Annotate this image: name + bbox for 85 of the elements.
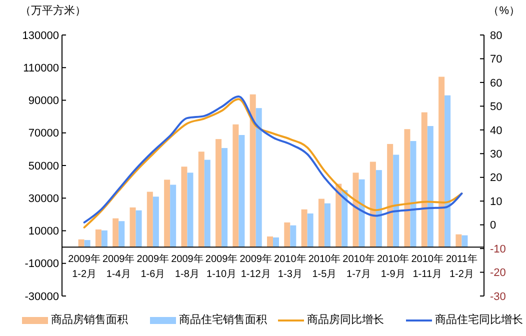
x-tick-label: 2009年 1-6月 (136, 253, 170, 280)
bar (387, 144, 394, 248)
y-axis-title: （万平方米） (20, 4, 86, 17)
bar (358, 179, 365, 248)
y-tick-label: 50000 (28, 160, 59, 172)
bar (118, 221, 125, 248)
y2-tick-label: 50 (490, 101, 502, 114)
y-tick-label: 30000 (28, 192, 59, 205)
bar (198, 152, 204, 248)
y-tick-label: 110000 (23, 62, 59, 74)
bar (170, 184, 176, 248)
x-tick-label: 2010年 1-7月 (342, 253, 375, 280)
y2-tick-label: 70 (490, 54, 502, 66)
bar (393, 154, 400, 248)
x-tick-label: 2009年 1-8月 (171, 253, 204, 280)
x-tick-label: 2009年 1-10月 (205, 253, 238, 280)
bar (404, 129, 410, 248)
y-tick-label: 70000 (28, 128, 59, 140)
bar (444, 95, 451, 248)
bar (232, 124, 239, 248)
bar (438, 76, 445, 248)
bar (462, 235, 468, 248)
bar (301, 209, 308, 248)
legend-label: 商品住宅同比增长 (435, 313, 523, 326)
bar (152, 196, 159, 248)
bar (456, 234, 462, 248)
x-tick-label: 2010年 1-9月 (376, 253, 410, 280)
y-tick-label: 10000 (28, 226, 59, 238)
bar (216, 139, 222, 248)
x-tick-label: 2010年 1-11月 (411, 253, 444, 280)
legend-label: 商品房同比增长 (307, 313, 384, 326)
bar (250, 94, 256, 248)
bar (130, 207, 136, 248)
bar (95, 229, 102, 248)
bar (238, 134, 245, 248)
bar (187, 172, 194, 248)
x-tick-label: 2010年 1-5月 (308, 253, 341, 280)
bar (307, 213, 314, 248)
y2-tick-label: -20 (490, 267, 506, 280)
y2-tick-label: 10 (490, 196, 502, 208)
bar (181, 166, 188, 248)
x-tick-label: 2010年 1-3月 (274, 253, 306, 280)
bar (421, 112, 428, 248)
bar (266, 236, 273, 248)
y-tick-label: 130000 (22, 30, 59, 42)
y2-tick-label: 0 (490, 220, 496, 232)
y2-tick-label: 60 (490, 77, 502, 90)
y-tick-label: -30000 (24, 290, 59, 303)
y2-tick-label: 80 (490, 30, 502, 42)
bar (376, 170, 382, 248)
y2-tick-label: 20 (490, 172, 502, 184)
bar (352, 172, 359, 248)
bar (164, 180, 170, 248)
bar (222, 148, 228, 248)
x-tick-label: 2009年 1-4月 (102, 253, 135, 280)
bar (318, 198, 324, 248)
bar (112, 218, 119, 248)
y2-tick-label: 30 (490, 148, 502, 160)
bar (290, 225, 296, 248)
bar (324, 203, 330, 248)
bar (336, 184, 342, 248)
bar (284, 222, 290, 248)
y2-tick-label: 40 (490, 124, 502, 137)
x-tick-label: 2009年 1-12月 (240, 253, 272, 280)
legend-label: 商品房销售面积 (51, 313, 128, 326)
y2-tick-label: -10 (490, 243, 506, 256)
bar (78, 239, 84, 248)
y2-axis-title: （%） (488, 5, 520, 17)
bar (256, 108, 262, 248)
y-tick-label: 90000 (28, 95, 59, 108)
bar (84, 240, 90, 248)
legend-label: 商品住宅销售面积 (179, 313, 267, 326)
bar (410, 141, 416, 248)
bar (101, 230, 108, 248)
bar (370, 162, 376, 248)
bar (427, 126, 434, 248)
x-tick-label: 2011年 1-2月 (446, 253, 478, 280)
bar (136, 210, 142, 248)
x-tick-label: 2009年 1-2月 (68, 253, 100, 280)
y-tick-label: -10000 (24, 258, 59, 270)
y2-tick-label: -30 (490, 290, 506, 303)
bar (273, 237, 280, 248)
bar (342, 190, 348, 248)
bar (204, 160, 210, 248)
bar (146, 192, 153, 248)
